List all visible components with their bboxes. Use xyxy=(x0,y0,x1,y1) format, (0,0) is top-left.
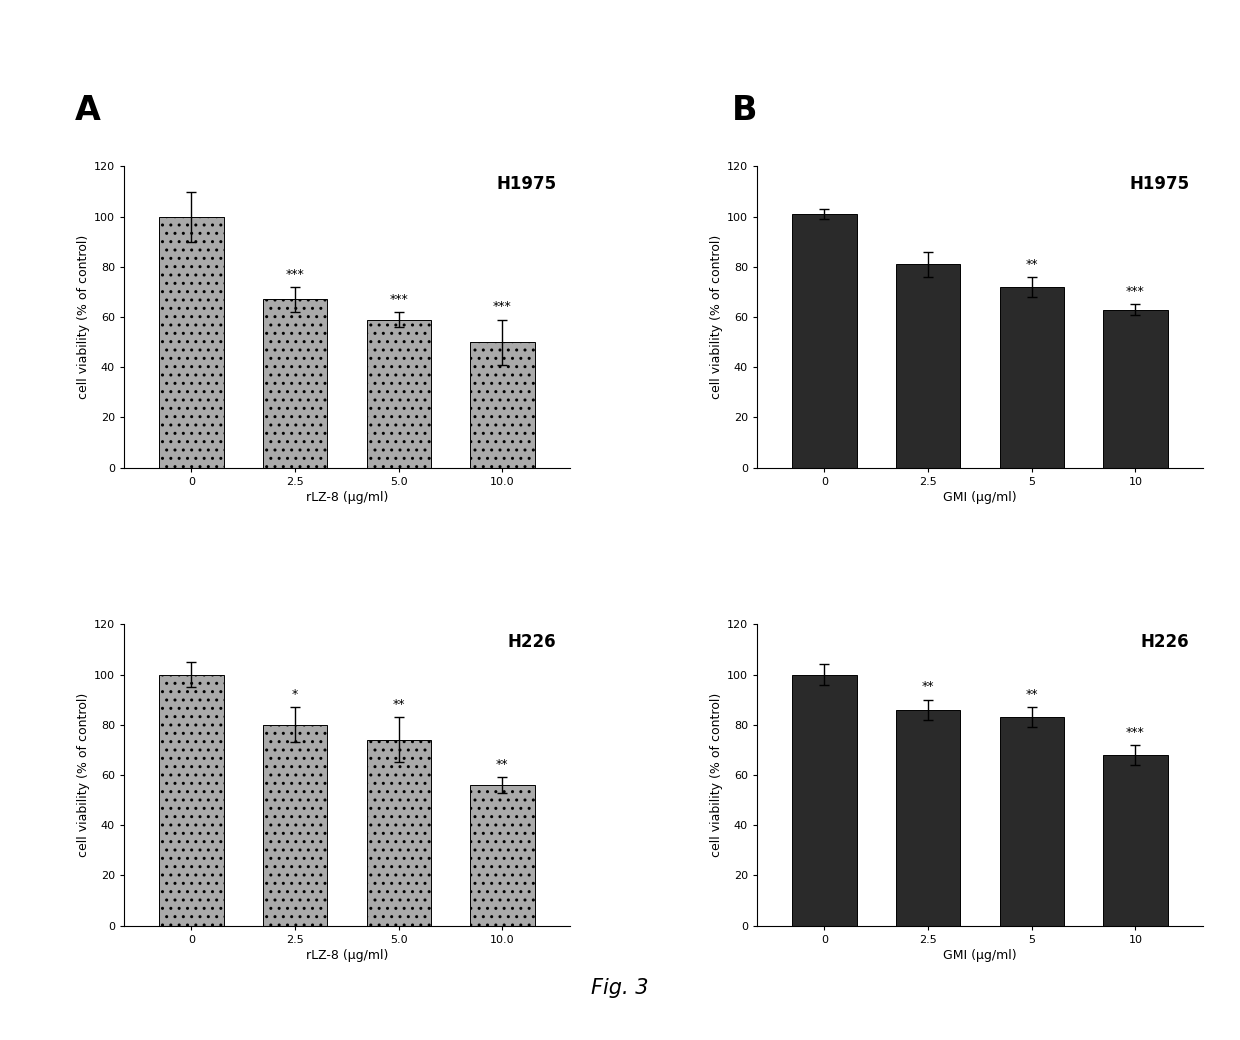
Text: H1975: H1975 xyxy=(496,176,557,193)
Y-axis label: cell viability (% of control): cell viability (% of control) xyxy=(709,693,723,857)
Text: *: * xyxy=(291,687,298,701)
Text: **: ** xyxy=(393,698,405,711)
Text: ***: *** xyxy=(494,301,512,313)
Bar xyxy=(470,342,534,468)
Bar xyxy=(367,319,430,468)
Bar xyxy=(263,725,327,926)
X-axis label: rLZ-8 (μg/ml): rLZ-8 (μg/ml) xyxy=(306,491,388,503)
Text: H1975: H1975 xyxy=(1130,176,1189,193)
Text: **: ** xyxy=(496,758,508,772)
X-axis label: rLZ-8 (μg/ml): rLZ-8 (μg/ml) xyxy=(306,948,388,962)
Text: **: ** xyxy=(921,680,934,694)
Text: **: ** xyxy=(1025,687,1038,701)
Bar xyxy=(470,785,534,926)
Text: H226: H226 xyxy=(508,633,557,651)
Y-axis label: cell viability (% of control): cell viability (% of control) xyxy=(709,235,723,399)
Text: ***: *** xyxy=(285,267,305,281)
Bar xyxy=(1104,755,1168,926)
Text: A: A xyxy=(74,94,100,127)
X-axis label: GMI (μg/ml): GMI (μg/ml) xyxy=(944,948,1017,962)
Text: ***: *** xyxy=(389,292,408,306)
Bar xyxy=(897,264,960,468)
Bar xyxy=(367,739,430,926)
Bar xyxy=(159,675,223,926)
Bar xyxy=(1104,310,1168,468)
Text: ***: *** xyxy=(1126,726,1145,738)
Bar xyxy=(263,300,327,468)
X-axis label: GMI (μg/ml): GMI (μg/ml) xyxy=(944,491,1017,503)
Text: Fig. 3: Fig. 3 xyxy=(591,979,649,998)
Text: ***: *** xyxy=(1126,285,1145,298)
Y-axis label: cell viability (% of control): cell viability (% of control) xyxy=(77,235,89,399)
Text: **: ** xyxy=(1025,258,1038,270)
Bar xyxy=(159,216,223,468)
Bar xyxy=(999,718,1064,926)
Bar xyxy=(792,675,857,926)
Bar xyxy=(897,709,960,926)
Y-axis label: cell viability (% of control): cell viability (% of control) xyxy=(77,693,89,857)
Bar xyxy=(999,287,1064,468)
Text: H226: H226 xyxy=(1141,633,1189,651)
Text: B: B xyxy=(732,94,758,127)
Bar xyxy=(792,214,857,468)
